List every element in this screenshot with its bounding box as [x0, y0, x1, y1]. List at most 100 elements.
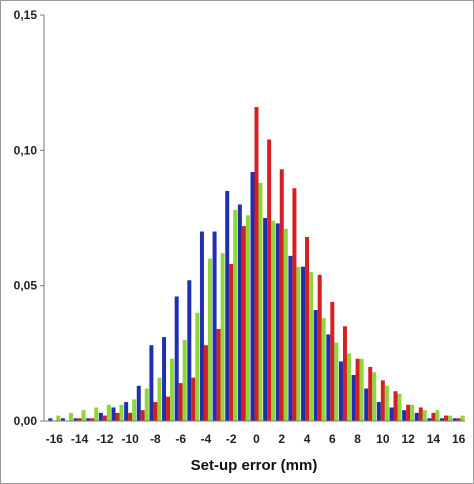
bar-s0-x-8 [149, 345, 154, 421]
x-tick-label: 4 [304, 432, 311, 446]
bar-s0-x-12 [98, 412, 103, 421]
bar-s0-x-3 [212, 231, 217, 421]
bar-s0-x-1 [237, 204, 242, 421]
bar-s0-x5 [313, 310, 318, 421]
bar-s2-x-7 [170, 358, 175, 421]
bar-s2-x-4 [207, 258, 212, 421]
bar-s0-x-11 [111, 407, 116, 421]
bars-layer [48, 107, 465, 421]
bar-s2-x15 [448, 415, 453, 421]
bar-s1-x5 [317, 274, 322, 421]
x-axis-title: Set-up error (mm) [191, 457, 318, 474]
axes-layer [43, 15, 465, 422]
bar-s2-x8 [359, 358, 364, 421]
bar-s0-x-7 [162, 337, 167, 421]
x-tick-label: -2 [226, 432, 237, 446]
x-tick-label: 12 [401, 432, 415, 446]
x-tick-label: 2 [278, 432, 285, 446]
y-tick-label: 0,00 [14, 414, 38, 428]
bar-s1-x2 [279, 169, 284, 421]
bar-s2-x3 [296, 266, 301, 421]
bar-s1-x9 [368, 366, 373, 421]
bar-s2-x-6 [182, 339, 187, 421]
bar-s2-x13 [422, 410, 427, 421]
bar-s0-x14 [427, 418, 432, 421]
bar-s2-x9 [372, 372, 377, 421]
bar-s1-x0 [254, 107, 259, 421]
bar-s2-x10 [384, 385, 389, 421]
x-tick-label: 14 [427, 432, 441, 446]
bar-s2-x14 [435, 410, 440, 421]
bar-s2-x5 [321, 318, 326, 421]
bar-s2-x-9 [144, 388, 149, 421]
bar-s0-x-10 [124, 402, 129, 421]
bar-s2-x-14 [81, 410, 86, 421]
bar-s2-x-13 [94, 407, 99, 421]
x-tick-label: -4 [201, 432, 212, 446]
bar-s1-x4 [305, 236, 310, 421]
bar-s2-x0 [258, 182, 263, 421]
bar-s1-x7 [342, 326, 347, 421]
bar-s0-x-5 [187, 280, 192, 421]
bar-s1-x12 [406, 404, 411, 421]
bar-s1-x15 [444, 415, 449, 421]
bar-s1-x-14 [77, 418, 82, 421]
bar-s0-x6 [326, 334, 331, 421]
bar-s0-x-15 [60, 418, 65, 421]
bar-s1-x1 [267, 139, 272, 421]
bar-s1-x8 [355, 358, 360, 421]
bar-s1-x-3 [216, 328, 221, 421]
bar-s2-x1 [271, 220, 276, 421]
x-tick-label: 8 [354, 432, 361, 446]
bar-s0-x-9 [136, 385, 141, 421]
bar-s0-x15 [440, 418, 445, 421]
bar-s1-x-11 [115, 412, 120, 421]
bar-s0-x11 [389, 407, 394, 421]
bar-s2-x4 [309, 272, 314, 421]
bar-s0-x8 [351, 374, 356, 421]
bar-s0-x1 [263, 218, 268, 421]
bar-s0-x4 [301, 266, 306, 421]
bar-s2-x-3 [220, 253, 225, 421]
bar-s0-x10 [376, 402, 381, 421]
bar-s2-x-2 [233, 209, 238, 421]
bar-s1-x11 [393, 391, 398, 421]
bar-s1-x-1 [241, 226, 246, 421]
bar-s1-x-12 [102, 415, 107, 421]
bar-s0-x-2 [225, 190, 230, 421]
bar-s2-x-11 [119, 404, 124, 421]
bar-s1-x-13 [90, 418, 95, 421]
bar-s2-x6 [334, 342, 339, 421]
x-tick-label: -14 [71, 432, 89, 446]
x-tick-label: 0 [253, 432, 260, 446]
bar-s0-x16 [452, 418, 457, 421]
bar-s2-x7 [346, 353, 351, 421]
bar-s2-x-15 [68, 412, 73, 421]
x-tick-label: -16 [46, 432, 64, 446]
bar-s1-x-2 [229, 264, 234, 421]
bar-s0-x7 [338, 361, 343, 421]
x-tick-label: -8 [150, 432, 161, 446]
bar-s1-x14 [431, 412, 436, 421]
bar-s1-x-6 [178, 383, 183, 421]
bar-s0-x3 [288, 255, 293, 421]
bar-s0-x-14 [73, 418, 78, 421]
bar-s0-x0 [250, 171, 255, 421]
y-tick-label: 0,10 [14, 143, 38, 157]
bar-s2-x-16 [56, 415, 61, 421]
bar-s2-x11 [397, 393, 402, 421]
bar-s0-x12 [402, 410, 407, 421]
bar-s1-x-8 [153, 402, 158, 421]
bar-s1-x-4 [203, 345, 208, 421]
bar-s1-x6 [330, 301, 335, 421]
bar-s0-x-16 [48, 418, 53, 421]
bar-s0-x-6 [174, 296, 179, 421]
bar-s1-x-9 [140, 410, 145, 421]
bar-s1-x-10 [128, 412, 133, 421]
bar-s1-x-5 [191, 377, 196, 421]
bar-s0-x-4 [199, 231, 204, 421]
y-tick-label: 0,05 [14, 279, 38, 293]
bar-s2-x-10 [132, 399, 137, 421]
x-tick-label: -10 [121, 432, 139, 446]
